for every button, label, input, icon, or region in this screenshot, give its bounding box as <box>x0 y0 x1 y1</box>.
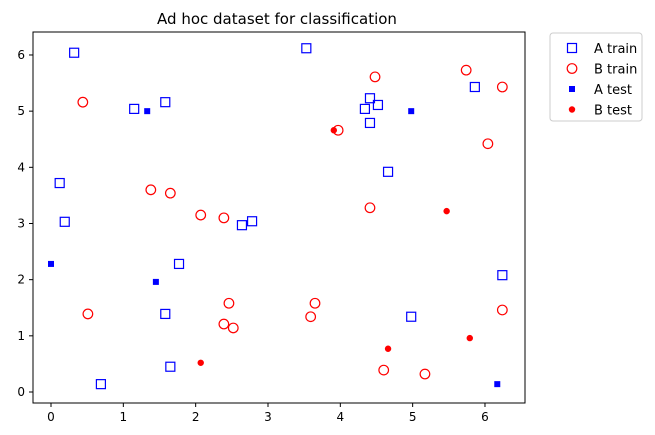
b-test-point <box>197 359 204 366</box>
b-train-point <box>77 96 89 108</box>
legend-marker-a-train <box>566 42 578 54</box>
x-tick-label: 4 <box>336 410 344 424</box>
b-train-point <box>496 304 508 316</box>
y-tick-label: 3 <box>17 216 25 230</box>
b-train-point <box>145 184 157 196</box>
b-train-point <box>364 202 376 214</box>
legend: A train B train A test B test <box>549 32 643 122</box>
b-train-point <box>227 322 239 334</box>
legend-marker-b-test <box>568 106 576 113</box>
b-train-point <box>82 308 94 320</box>
b-train-point <box>164 187 176 199</box>
a-train-point <box>165 361 176 372</box>
a-train-point <box>382 166 394 177</box>
b-train-point <box>460 64 472 76</box>
b-test-point <box>443 207 450 215</box>
legend-label-b-train: B train <box>594 63 637 78</box>
legend-marker-b-train <box>566 63 578 74</box>
y-tick-label: 1 <box>17 329 25 343</box>
a-test-point <box>494 381 501 388</box>
a-train-point <box>497 270 508 281</box>
a-train-point <box>236 220 248 231</box>
b-train-point <box>305 311 317 323</box>
b-train-point <box>369 71 381 83</box>
x-tick-label: 1 <box>120 410 128 424</box>
a-train-point <box>129 103 140 115</box>
b-train-point <box>218 318 230 330</box>
a-test-point <box>144 108 151 115</box>
a-train-point <box>173 258 185 270</box>
b-train-point <box>309 297 321 309</box>
legend-label-b-test: B test <box>594 104 632 119</box>
a-train-point <box>59 216 70 227</box>
y-tick-label: 0 <box>17 385 25 399</box>
b-test-point <box>330 127 338 134</box>
a-test-point <box>408 108 415 115</box>
b-train-point <box>195 209 207 221</box>
legend-label-a-train: A train <box>594 42 637 57</box>
legend-marker-a-test <box>569 86 575 92</box>
b-train-point <box>223 297 235 309</box>
x-tick-label: 2 <box>192 410 200 424</box>
b-train-point <box>482 138 494 150</box>
a-train-point <box>246 216 258 227</box>
a-train-point <box>95 379 107 390</box>
x-tick-label: 6 <box>481 410 489 424</box>
a-train-point <box>69 47 80 58</box>
a-train-point <box>160 97 171 108</box>
x-tick-label: 5 <box>409 410 417 424</box>
y-tick-label: 4 <box>17 160 25 174</box>
a-test-point <box>152 278 159 285</box>
a-train-point <box>301 43 312 54</box>
legend-label-a-test: A test <box>594 83 632 98</box>
y-tick-label: 2 <box>17 273 25 287</box>
a-test-point <box>48 260 54 267</box>
plot-area <box>32 31 526 404</box>
b-train-point <box>496 81 508 93</box>
x-tick-label: 3 <box>264 410 272 424</box>
chart-title: Ad hoc dataset for classification <box>157 10 397 28</box>
b-test-point <box>466 334 473 342</box>
b-test-point <box>384 345 392 352</box>
a-train-point <box>160 308 171 320</box>
x-tick-label: 0 <box>47 410 55 424</box>
b-train-point <box>419 368 431 380</box>
a-train-point <box>406 311 417 322</box>
a-train-point <box>364 117 376 129</box>
y-tick-label: 6 <box>17 48 25 62</box>
a-train-point <box>372 99 384 111</box>
b-train-point <box>378 364 390 376</box>
b-train-point <box>218 212 230 224</box>
a-train-point <box>469 81 480 93</box>
a-train-point <box>54 177 65 189</box>
a-train-point <box>359 103 371 115</box>
a-train-point <box>364 93 376 104</box>
y-tick-label: 5 <box>17 104 25 118</box>
